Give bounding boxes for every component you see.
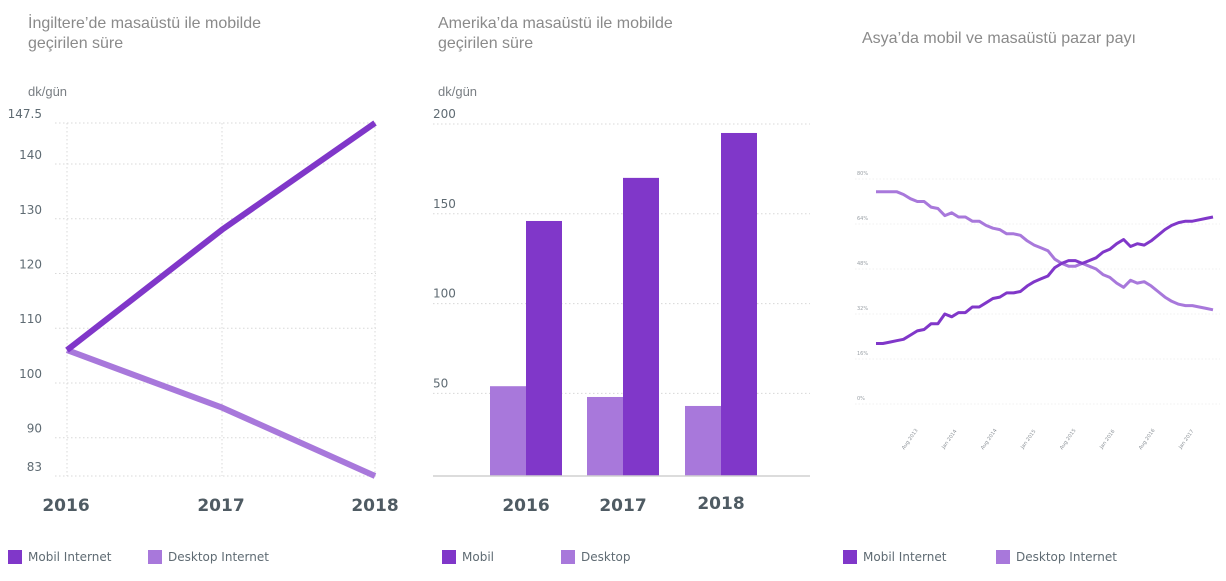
y-tick-label: 48% xyxy=(857,261,868,267)
us-chart-title: Amerika’da masaüstü ile mobilde geçirile… xyxy=(438,15,673,52)
y-tick-label: 0% xyxy=(857,396,865,402)
series-line-mobile xyxy=(65,120,377,353)
y-tick-label: 120 xyxy=(19,258,42,272)
legend-label-mobile: Mobil​ Internet xyxy=(863,550,947,564)
y-tick-label: 110 xyxy=(19,312,42,326)
x-tick-label: 2016 xyxy=(42,496,89,516)
legend-label-desktop: Desktop xyxy=(581,550,631,564)
x-tick-label: 2017 xyxy=(197,496,244,516)
legend-swatch-mobile xyxy=(8,550,22,564)
bar-mobile xyxy=(623,177,659,476)
x-tick-label: Jan 2017 xyxy=(1177,429,1195,451)
legend-item-desktop[interactable]: Desktop Internet xyxy=(148,550,269,564)
y-tick-label: 100 xyxy=(19,367,42,381)
y-tick-label: 32% xyxy=(857,306,868,312)
series-line-desktop xyxy=(876,190,1214,312)
legend-item-desktop[interactable]: Desktop xyxy=(561,550,631,564)
us-chart-ylabel: dk/gün xyxy=(438,84,478,99)
y-tick-label: 100 xyxy=(433,287,456,301)
legend-item-desktop[interactable]: Desktop Internet xyxy=(996,550,1117,564)
us-bar-chart: 200 150 100 50 2016 2017 2018 xyxy=(433,107,810,516)
legend-swatch-desktop xyxy=(148,550,162,564)
uk-chart-ylabel: dk/gün xyxy=(28,84,68,99)
legend-label-mobile: Mobil​ xyxy=(462,550,494,564)
x-tick-label: 2016 xyxy=(502,496,549,516)
x-tick-label: Aug 2016 xyxy=(1138,428,1157,451)
uk-chart-panel: İngiltere’de masaüstü ile mobilde geçiri… xyxy=(0,0,410,581)
y-tick-label: 130 xyxy=(19,203,42,217)
asia-chart-title: Asya’da mobil ve masaüstü pazar payı xyxy=(862,30,1136,47)
x-tick-label: Aug 2015 xyxy=(1059,428,1078,451)
legend-label-desktop: Desktop Internet xyxy=(168,550,269,564)
bar-desktop xyxy=(685,405,722,476)
legend-swatch-mobile xyxy=(843,550,857,564)
y-tick-label: 90 xyxy=(27,422,42,436)
y-tick-label: 140 xyxy=(19,148,42,162)
y-tick-label: 147.5 xyxy=(8,107,42,121)
legend-swatch-mobile xyxy=(442,550,456,564)
bar-mobile xyxy=(526,220,562,476)
x-tick-label: 2017 xyxy=(599,496,646,516)
x-tick-label: Jan 2015 xyxy=(1019,429,1037,451)
x-tick-label: Aug 2014 xyxy=(980,428,999,451)
legend-swatch-desktop xyxy=(561,550,575,564)
y-tick-label: 64% xyxy=(857,216,868,222)
y-tick-label: 200 xyxy=(433,107,456,121)
y-tick-label: 80% xyxy=(857,171,868,177)
x-tick-label: Jan 2014 xyxy=(940,429,958,451)
y-tick-label: 150 xyxy=(433,197,456,211)
uk-chart-title: İngiltere’de masaüstü ile mobilde geçiri… xyxy=(28,15,262,52)
x-tick-label: Jan 2016 xyxy=(1098,429,1116,451)
bar-desktop xyxy=(587,396,624,476)
y-tick-label: 50 xyxy=(433,376,448,390)
series-line-mobile xyxy=(876,215,1214,345)
legend-swatch-desktop xyxy=(996,550,1010,564)
uk-line-chart: 147.5 140 130 120 110 100 90 83 2016 2017 2018 xyxy=(8,107,399,516)
us-chart-panel: Amerika’da masaüstü ile mobilde geçirile… xyxy=(410,0,820,581)
legend-item-mobile[interactable]: Mobil​ Internet xyxy=(843,550,946,564)
series-line-desktop xyxy=(65,347,377,479)
asia-chart-panel: Asya’da mobil ve masaüstü pazar payı 80%… xyxy=(820,0,1226,581)
bar-mobile xyxy=(721,132,757,476)
legend-label-mobile: Mobil​ Internet xyxy=(28,550,112,564)
legend-label-desktop: Desktop Internet xyxy=(1016,550,1117,564)
x-tick-label: Aug 2013 xyxy=(901,428,920,451)
legend-item-mobile[interactable]: Mobil​ Internet xyxy=(8,550,111,564)
y-tick-label: 16% xyxy=(857,351,868,357)
bar-desktop xyxy=(490,386,527,476)
x-tick-label: 2018 xyxy=(697,494,744,514)
x-tick-label: 2018 xyxy=(351,496,398,516)
legend-item-mobile[interactable]: Mobil​ xyxy=(442,550,494,564)
asia-line-chart: 80% 64% 48% 32% 16% 0% Aug 2013 Jan 2014 Aug 201… xyxy=(855,171,1220,451)
y-tick-label: 83 xyxy=(27,460,42,474)
